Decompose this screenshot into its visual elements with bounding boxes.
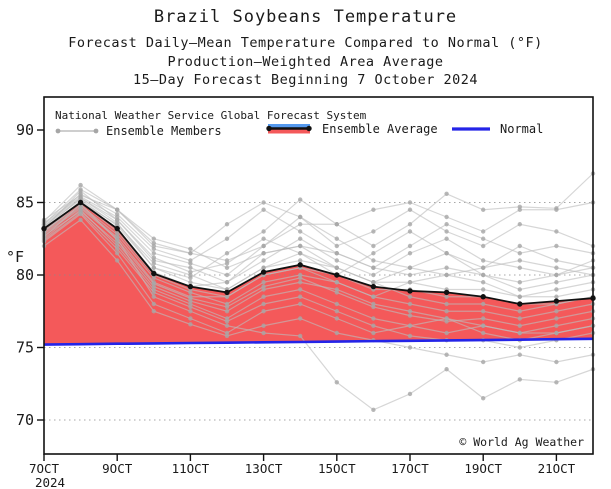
x-tick-label: 9OCT	[102, 461, 133, 476]
axes-and-ticks: 70 75 80 85 90 7OCT 9OCT 11OCT 13OCT 15OCT 17OCT 19…	[16, 96, 594, 489]
x-tick-label: 17OCT	[391, 461, 429, 476]
ensemble-average-red-band-icon	[268, 128, 310, 134]
ensemble-members-dot-icon	[55, 128, 61, 134]
watermark: © World Ag Weather	[459, 435, 584, 449]
ensemble-average-blue-band-icon	[268, 124, 310, 129]
x-tick-label: 11OCT	[172, 461, 210, 476]
y-tick-label: 90	[16, 121, 34, 139]
x-tick-label: 13OCT	[245, 461, 283, 476]
x-tick-label: 7OCT	[29, 461, 60, 476]
legend-members-label: Ensemble Members	[106, 124, 222, 138]
chart-subtitle-1: Forecast Daily–Mean Temperature Compared…	[68, 35, 543, 51]
legend-average-label: Ensemble Average	[322, 122, 438, 136]
x-tick-label: 15OCT	[318, 461, 356, 476]
y-axis-unit-label: °F	[6, 248, 24, 266]
chart-subtitle-2: Production–Weighted Area Average	[167, 54, 444, 70]
y-tick-label: 85	[16, 194, 34, 212]
y-tick-label: 75	[16, 339, 34, 357]
legend-normal-item: Normal	[452, 122, 543, 136]
above-normal-area	[44, 202, 593, 345]
grid-lines	[44, 202, 593, 421]
chart-subtitle-3: 15–Day Forecast Beginning 7 October 2024	[132, 72, 479, 88]
ensemble-average-dot-icon	[306, 125, 312, 132]
legend-header: National Weather Service Global Forecast…	[55, 109, 367, 122]
normal-line	[43, 337, 594, 346]
ensemble-average-line	[41, 199, 596, 307]
legend-ensemble-average-item: Ensemble Average	[266, 122, 438, 136]
ensemble-average-dot-icon	[266, 125, 272, 132]
chart-title: Brazil Soybeans Temperature	[153, 7, 458, 27]
y-tick-label: 80	[16, 266, 34, 284]
x-axis-year-label: 2024	[35, 475, 65, 489]
x-tick-label: 19OCT	[464, 461, 502, 476]
legend-ensemble-members-item: Ensemble Members	[55, 124, 222, 138]
y-tick-label: 70	[16, 411, 34, 429]
x-tick-label: 21OCT	[538, 461, 576, 476]
legend: National Weather Service Global Forecast…	[55, 109, 543, 138]
ensemble-members-dot-icon	[93, 128, 99, 134]
legend-normal-label: Normal	[500, 122, 543, 136]
